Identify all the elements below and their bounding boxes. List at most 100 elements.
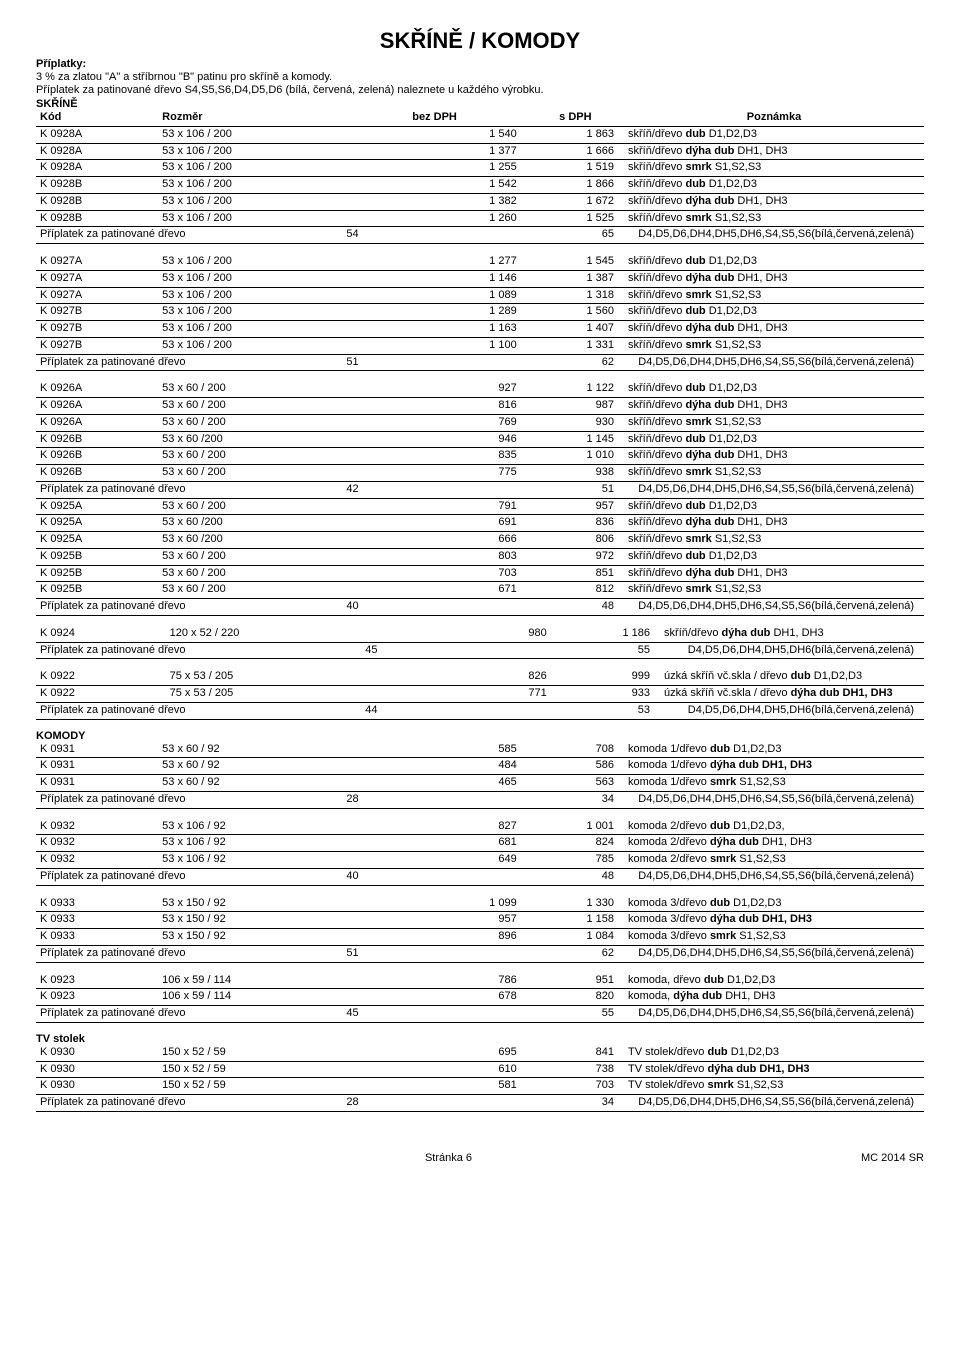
code-cell: K 0933	[36, 896, 158, 912]
table-row: K 0926B53 x 60 / 2008351 010skříň/dřevo …	[36, 448, 924, 465]
price-cell: 45	[361, 642, 557, 659]
table-row: K 0925A53 x 60 / 200791957skříň/dřevo du…	[36, 498, 924, 515]
table-row: K 093353 x 150 / 921 0991 330komoda 3/dř…	[36, 896, 924, 912]
price-table: K 093353 x 150 / 921 0991 330komoda 3/dř…	[36, 896, 924, 963]
surcharge-label: Příplatek za patinované dřevo	[36, 791, 342, 808]
price-cell: 1 387	[527, 270, 624, 287]
price-table: K 093153 x 60 / 92585708komoda 1/dřevo d…	[36, 742, 924, 809]
table-row: Příplatek za patinované dřevo4048D4,D5,D…	[36, 599, 924, 616]
note-cell: skříň/dřevo dýha dub DH1, DH3	[624, 515, 924, 532]
price-cell: 484	[342, 758, 526, 775]
price-cell: 775	[342, 465, 526, 482]
code-cell: K 0926B	[36, 448, 158, 465]
code-cell: K 0926B	[36, 431, 158, 448]
price-cell: 1 260	[342, 210, 526, 227]
col-header: Rozměr	[158, 110, 342, 126]
note-cell: D4,D5,D6,DH4,DH5,DH6(bílá,červená,zelená…	[660, 702, 924, 719]
note-cell: komoda 2/dřevo dýha dub DH1, DH3	[624, 835, 924, 852]
note-cell: skříň/dřevo smrk S1,S2,S3	[624, 210, 924, 227]
note-cell: komoda 3/dřevo smrk S1,S2,S3	[624, 929, 924, 946]
price-cell: 581	[342, 1078, 526, 1095]
table-row: Příplatek za patinované dřevo5162D4,D5,D…	[36, 945, 924, 962]
price-cell: 1 519	[527, 160, 624, 177]
price-cell: 1 255	[342, 160, 526, 177]
note-cell: komoda 1/dřevo smrk S1,S2,S3	[624, 775, 924, 792]
table-row: K 0928B53 x 106 / 2001 2601 525skříň/dře…	[36, 210, 924, 227]
code-cell: K 0927A	[36, 270, 158, 287]
note-cell: komoda 3/dřevo dýha dub DH1, DH3	[624, 912, 924, 929]
price-cell: 703	[527, 1078, 624, 1095]
table-row: K 093153 x 60 / 92585708komoda 1/dřevo d…	[36, 742, 924, 758]
note-cell: D4,D5,D6,DH4,DH5,DH6,S4,S5,S6(bílá,červe…	[624, 354, 924, 371]
price-cell: 1 158	[527, 912, 624, 929]
col-header: Poznámka	[624, 110, 924, 126]
size-cell: 106 x 59 / 114	[158, 989, 342, 1006]
price-cell: 703	[342, 565, 526, 582]
table-row: K 0928B53 x 106 / 2001 5421 866skříň/dře…	[36, 177, 924, 194]
size-cell: 53 x 150 / 92	[158, 912, 342, 929]
price-cell: 980	[361, 626, 557, 642]
code-cell: K 0925A	[36, 515, 158, 532]
table-row: K 0926A53 x 60 / 200816987skříň/dřevo dý…	[36, 398, 924, 415]
table-row: K 092275 x 53 / 205771933úzká skříň vč.s…	[36, 686, 924, 703]
size-cell: 53 x 106 / 92	[158, 835, 342, 852]
table-row: K 0926B53 x 60 / 200775938skříň/dřevo sm…	[36, 465, 924, 482]
price-cell: 836	[527, 515, 624, 532]
col-header: Kód	[36, 110, 158, 126]
note-cell: skříň/dřevo dub D1,D2,D3	[624, 304, 924, 321]
table-row: K 0923106 x 59 / 114786951komoda, dřevo …	[36, 973, 924, 989]
footer-center: Stránka 6	[425, 1152, 472, 1164]
price-cell: 812	[527, 582, 624, 599]
table-row: K 0928A53 x 106 / 2001 3771 666skříň/dře…	[36, 143, 924, 160]
price-cell: 55	[557, 642, 660, 659]
section-title: TV stolek	[36, 1033, 924, 1045]
size-cell: 53 x 106 / 92	[158, 819, 342, 835]
size-cell: 53 x 60 / 200	[158, 414, 342, 431]
size-cell: 53 x 60 / 200	[158, 381, 342, 397]
size-cell: 53 x 106 / 200	[158, 143, 342, 160]
code-cell: K 0926A	[36, 398, 158, 415]
note-cell: skříň/dřevo dub D1,D2,D3	[624, 177, 924, 194]
table-row: K 0925B53 x 60 / 200671812skříň/dřevo sm…	[36, 582, 924, 599]
price-cell: 987	[527, 398, 624, 415]
note-cell: skříň/dřevo dub D1,D2,D3	[624, 498, 924, 515]
price-cell: 465	[342, 775, 526, 792]
price-cell: 40	[342, 868, 526, 885]
price-cell: 1 672	[527, 193, 624, 210]
table-row: K 0928B53 x 106 / 2001 3821 672skříň/dře…	[36, 193, 924, 210]
note-cell: D4,D5,D6,DH4,DH5,DH6,S4,S5,S6(bílá,červe…	[624, 599, 924, 616]
size-cell: 53 x 106 / 200	[158, 254, 342, 270]
size-cell: 53 x 60 / 200	[158, 548, 342, 565]
size-cell: 53 x 106 / 200	[158, 287, 342, 304]
code-cell: K 0922	[36, 686, 166, 703]
surcharge-label: Příplatek za patinované dřevo	[36, 1095, 342, 1112]
price-table: K 093253 x 106 / 928271 001komoda 2/dřev…	[36, 819, 924, 886]
price-cell: 927	[342, 381, 526, 397]
code-cell: K 0930	[36, 1045, 158, 1061]
price-cell: 1 099	[342, 896, 526, 912]
price-cell: 691	[342, 515, 526, 532]
code-cell: K 0928A	[36, 143, 158, 160]
table-row: K 093153 x 60 / 92484586komoda 1/dřevo d…	[36, 758, 924, 775]
note-cell: skříň/dřevo dýha dub DH1, DH3	[624, 448, 924, 465]
code-cell: K 0927B	[36, 321, 158, 338]
table-row: K 0927A53 x 106 / 2001 1461 387skříň/dře…	[36, 270, 924, 287]
price-cell: 791	[342, 498, 526, 515]
code-cell: K 0922	[36, 669, 166, 685]
price-cell: 34	[527, 791, 624, 808]
table-row: K 0927B53 x 106 / 2001 2891 560skříň/dře…	[36, 304, 924, 321]
table-row: K 0927B53 x 106 / 2001 1631 407skříň/dře…	[36, 321, 924, 338]
note-cell: skříň/dřevo dýha dub DH1, DH3	[624, 270, 924, 287]
table-row: K 0930150 x 52 / 59695841TV stolek/dřevo…	[36, 1045, 924, 1061]
page-title: SKŘÍNĚ / KOMODY	[36, 28, 924, 54]
size-cell: 53 x 60 / 92	[158, 775, 342, 792]
size-cell: 150 x 52 / 59	[158, 1078, 342, 1095]
price-cell: 1 277	[342, 254, 526, 270]
surcharge-heading: Příplatky:	[36, 58, 924, 70]
table-row: Příplatek za patinované dřevo4251D4,D5,D…	[36, 481, 924, 498]
size-cell: 120 x 52 / 220	[166, 626, 362, 642]
price-cell: 824	[527, 835, 624, 852]
price-cell: 851	[527, 565, 624, 582]
note-cell: D4,D5,D6,DH4,DH5,DH6,S4,S5,S6(bílá,červe…	[624, 868, 924, 885]
code-cell: K 0926A	[36, 381, 158, 397]
